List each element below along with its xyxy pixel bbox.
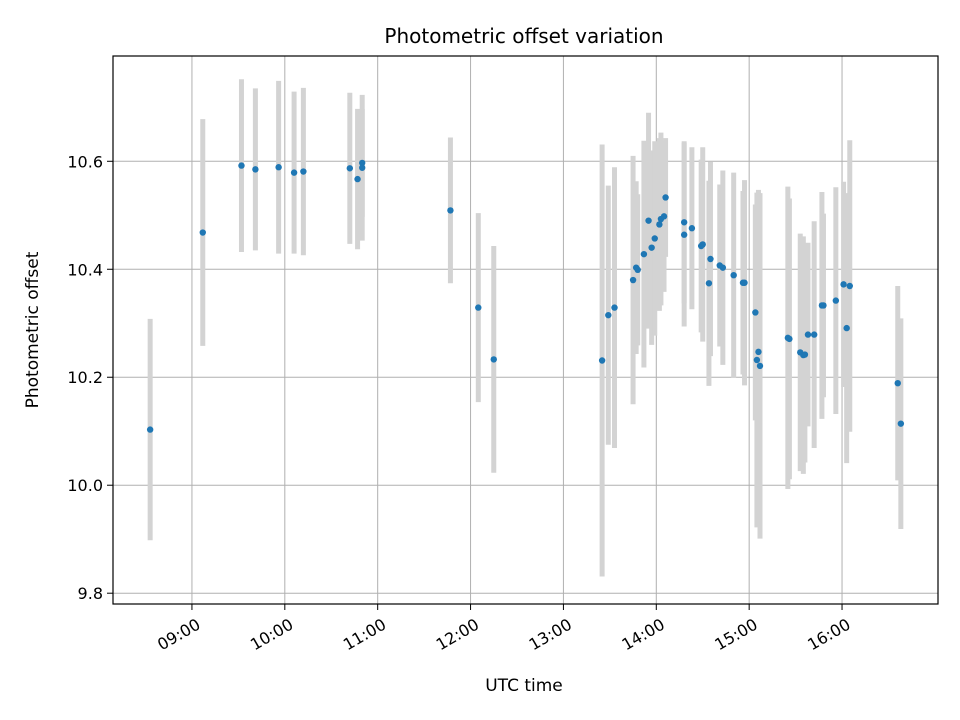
data-point [753, 356, 761, 364]
data-point [843, 324, 850, 332]
data-point [199, 229, 206, 236]
error-bars [147, 79, 904, 577]
data-point [810, 331, 818, 338]
data-points [146, 159, 905, 433]
data-point [820, 302, 827, 309]
data-point [645, 217, 652, 224]
data-point [146, 426, 154, 433]
x-axis-ticks: 09:00 10:00 11:00 12:00 13:00 14:00 15:00 16:00 [154, 604, 854, 654]
data-point [662, 194, 669, 201]
data-point [699, 241, 706, 248]
data-point [611, 304, 618, 311]
data-point [741, 279, 748, 286]
x-tick-label: 13:00 [526, 615, 575, 655]
data-point [346, 165, 354, 172]
data-point [605, 311, 612, 319]
data-point [651, 235, 658, 242]
y-tick-label: 9.8 [78, 584, 103, 603]
data-point [634, 266, 641, 274]
data-point [801, 351, 809, 358]
y-tick-label: 10.4 [67, 260, 103, 279]
data-point [894, 379, 901, 387]
data-point [730, 272, 737, 279]
plot-frame [112, 55, 939, 605]
data-point [359, 159, 366, 167]
x-tick-label: 09:00 [154, 615, 203, 655]
data-point [705, 280, 713, 287]
data-point [756, 362, 764, 370]
data-point [275, 164, 282, 171]
data-point [648, 244, 655, 251]
data-point [786, 335, 793, 343]
x-tick-label: 16:00 [804, 615, 853, 655]
x-tick-label: 10:00 [247, 615, 296, 655]
data-point [252, 166, 259, 173]
data-point [359, 164, 366, 171]
x-axis-label: UTC time [485, 676, 563, 696]
data-point [656, 221, 663, 228]
chart-title: Photometric offset variation [384, 24, 663, 48]
data-point [680, 219, 688, 226]
data-point [832, 297, 840, 304]
data-point [660, 213, 668, 220]
data-point [598, 357, 606, 364]
y-tick-label: 10.0 [67, 476, 103, 495]
data-point [680, 231, 688, 238]
data-point [640, 250, 648, 258]
data-point [707, 255, 714, 263]
data-point [752, 309, 759, 316]
data-point [688, 225, 696, 232]
y-axis-label: Photometric offset [23, 251, 43, 408]
data-point [846, 282, 853, 290]
data-point [490, 356, 497, 363]
data-point [629, 276, 637, 284]
x-tick-label: 14:00 [618, 615, 667, 655]
y-tick-label: 10.6 [67, 152, 103, 171]
data-point [897, 420, 905, 427]
data-point [719, 264, 727, 271]
data-point [300, 168, 307, 175]
data-point [840, 281, 847, 288]
y-axis-ticks: 9.8 10.0 10.2 10.4 10.6 [67, 152, 113, 603]
data-point [755, 348, 762, 356]
x-tick-label: 11:00 [340, 615, 389, 655]
data-point [290, 169, 298, 176]
data-point [354, 175, 361, 183]
data-point [804, 331, 812, 338]
data-point [475, 304, 482, 311]
x-tick-label: 12:00 [433, 615, 482, 655]
data-point [238, 162, 245, 169]
x-tick-label: 15:00 [711, 615, 760, 655]
data-point [447, 207, 454, 214]
y-tick-label: 10.2 [67, 368, 103, 387]
